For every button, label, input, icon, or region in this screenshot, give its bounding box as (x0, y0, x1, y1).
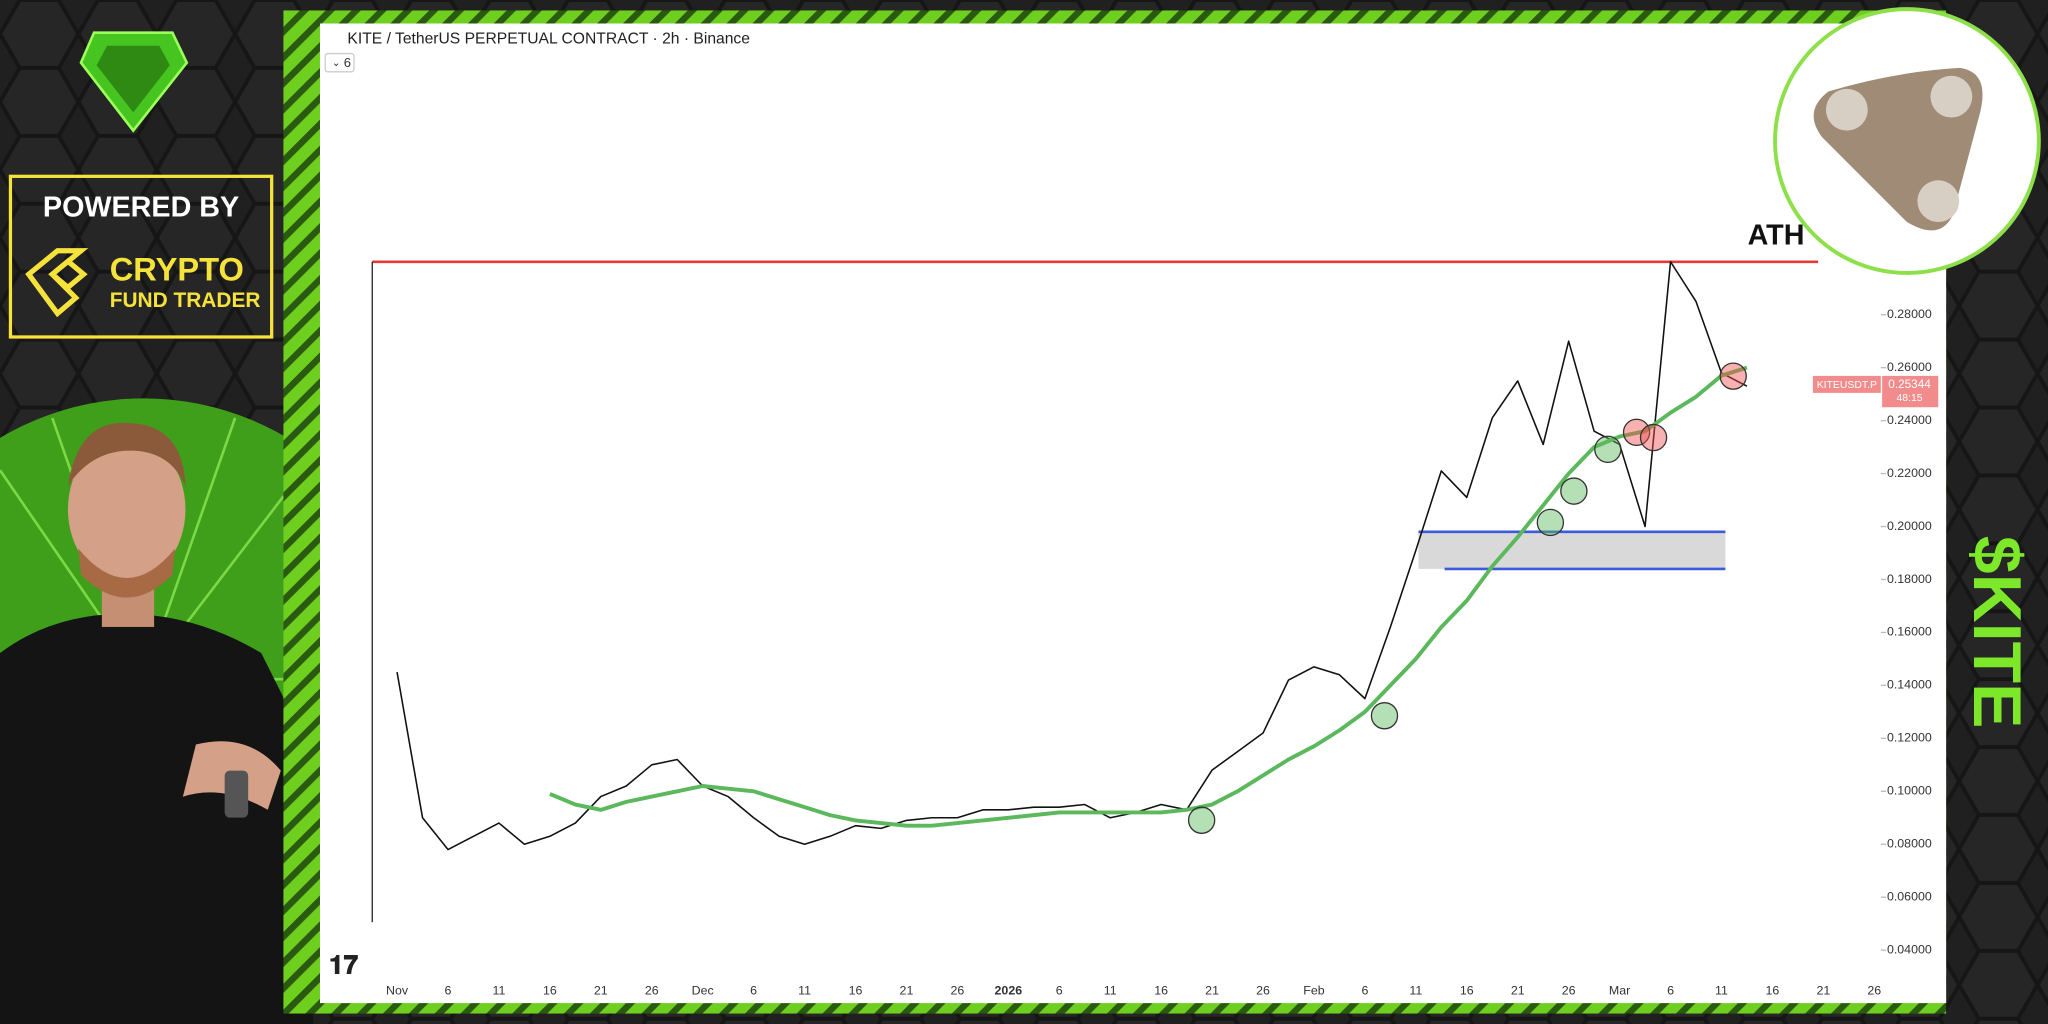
signal-marker (1719, 362, 1747, 390)
y-tick-label: 0.26000 (1887, 360, 1932, 374)
y-tick-label: 0.12000 (1887, 731, 1932, 745)
indicator-badge (324, 52, 355, 73)
y-tick-label: 0.10000 (1887, 784, 1932, 798)
y-tick-label: 0.14000 (1887, 678, 1932, 692)
y-tick-label: 0.04000 (1887, 942, 1932, 956)
x-tick-label: 26 (1562, 984, 1576, 998)
x-tick-label: 11 (1409, 984, 1422, 998)
y-tick-label: 0.18000 (1887, 572, 1932, 586)
powered-by: POWERED BY (43, 192, 239, 224)
y-tick-label: 0.16000 (1887, 625, 1932, 639)
x-tick-label: Dec (692, 984, 714, 998)
x-tick-label: 26 (1867, 984, 1881, 998)
signal-marker (1639, 423, 1668, 452)
x-tick-label: 11 (798, 984, 811, 998)
signal-marker (1536, 508, 1565, 537)
signal-marker (1187, 806, 1216, 834)
x-tick-label: 21 (900, 984, 914, 998)
x-tick-label: 16 (1766, 984, 1780, 998)
powered-box (8, 174, 274, 339)
x-tick-label: 6 (750, 984, 757, 998)
support-zone (1418, 531, 1726, 569)
x-tick-label: 21 (1205, 984, 1219, 998)
x-tick-label: 26 (645, 984, 659, 998)
y-tick-label: 0.24000 (1887, 413, 1932, 427)
x-tick-label: 6 (1361, 984, 1368, 998)
y-tick-label: 0.22000 (1887, 466, 1932, 480)
x-tick-label: 2026 (995, 984, 1023, 998)
x-tick-label: 6 (1667, 984, 1674, 998)
x-tick-label: 6 (445, 984, 452, 998)
x-tick-label: Feb (1303, 984, 1324, 998)
symbol-label: KITEUSDT.P (1817, 380, 1877, 391)
price-label: 0.25344 (1888, 378, 1931, 391)
price-tag (1882, 375, 1939, 408)
x-tick-label: 11 (1104, 984, 1117, 998)
x-tick-label: 26 (950, 984, 964, 998)
signal-marker (1560, 477, 1588, 505)
x-tick-label: 6 (1056, 984, 1063, 998)
y-tick-label: 0.20000 (1887, 519, 1932, 533)
x-tick-label: 16 (1154, 984, 1168, 998)
x-tick-label: 26 (1256, 984, 1270, 998)
token-badge (1773, 7, 2041, 275)
brand-icon (25, 248, 89, 318)
x-tick-label: 16 (543, 984, 557, 998)
chart-area (320, 23, 1947, 1004)
x-tick-label: 21 (1511, 984, 1525, 998)
y-tick-label: 0.08000 (1887, 837, 1932, 851)
symbol-tag (1812, 375, 1881, 393)
signal-marker (1622, 418, 1651, 447)
brand-line2: FUND TRADER (110, 289, 261, 312)
signal-marker (1370, 702, 1399, 730)
chevron: ⌄ (332, 58, 341, 69)
countdown: 48:15 (1896, 393, 1922, 404)
logo (79, 31, 189, 133)
signal-marker (1594, 435, 1622, 464)
x-tick-label: 11 (493, 984, 506, 998)
series-line (396, 260, 1748, 851)
x-tick-label: 16 (1460, 984, 1474, 998)
y-tick-label: 0.06000 (1887, 889, 1932, 903)
x-tick-label: 16 (849, 984, 863, 998)
chart-title: KITE / TetherUS PERPETUAL CONTRACT · 2h … (347, 30, 750, 47)
indicator-count: 6 (344, 55, 351, 70)
tv-logo: 𝟏𝟕 (329, 949, 359, 979)
brand-line1: CRYPTO (110, 250, 244, 287)
y-tick-label: 0.28000 (1887, 307, 1932, 321)
x-tick-label: 11 (1715, 984, 1728, 998)
ath-label: ATH (1748, 220, 1805, 252)
x-tick-label: 21 (594, 984, 608, 998)
x-tick-label: Mar (1609, 984, 1630, 998)
ticker: $KITE (1959, 536, 2034, 728)
x-tick-label: Nov (386, 984, 409, 998)
series-line (549, 365, 1748, 828)
x-tick-label: 21 (1816, 984, 1830, 998)
